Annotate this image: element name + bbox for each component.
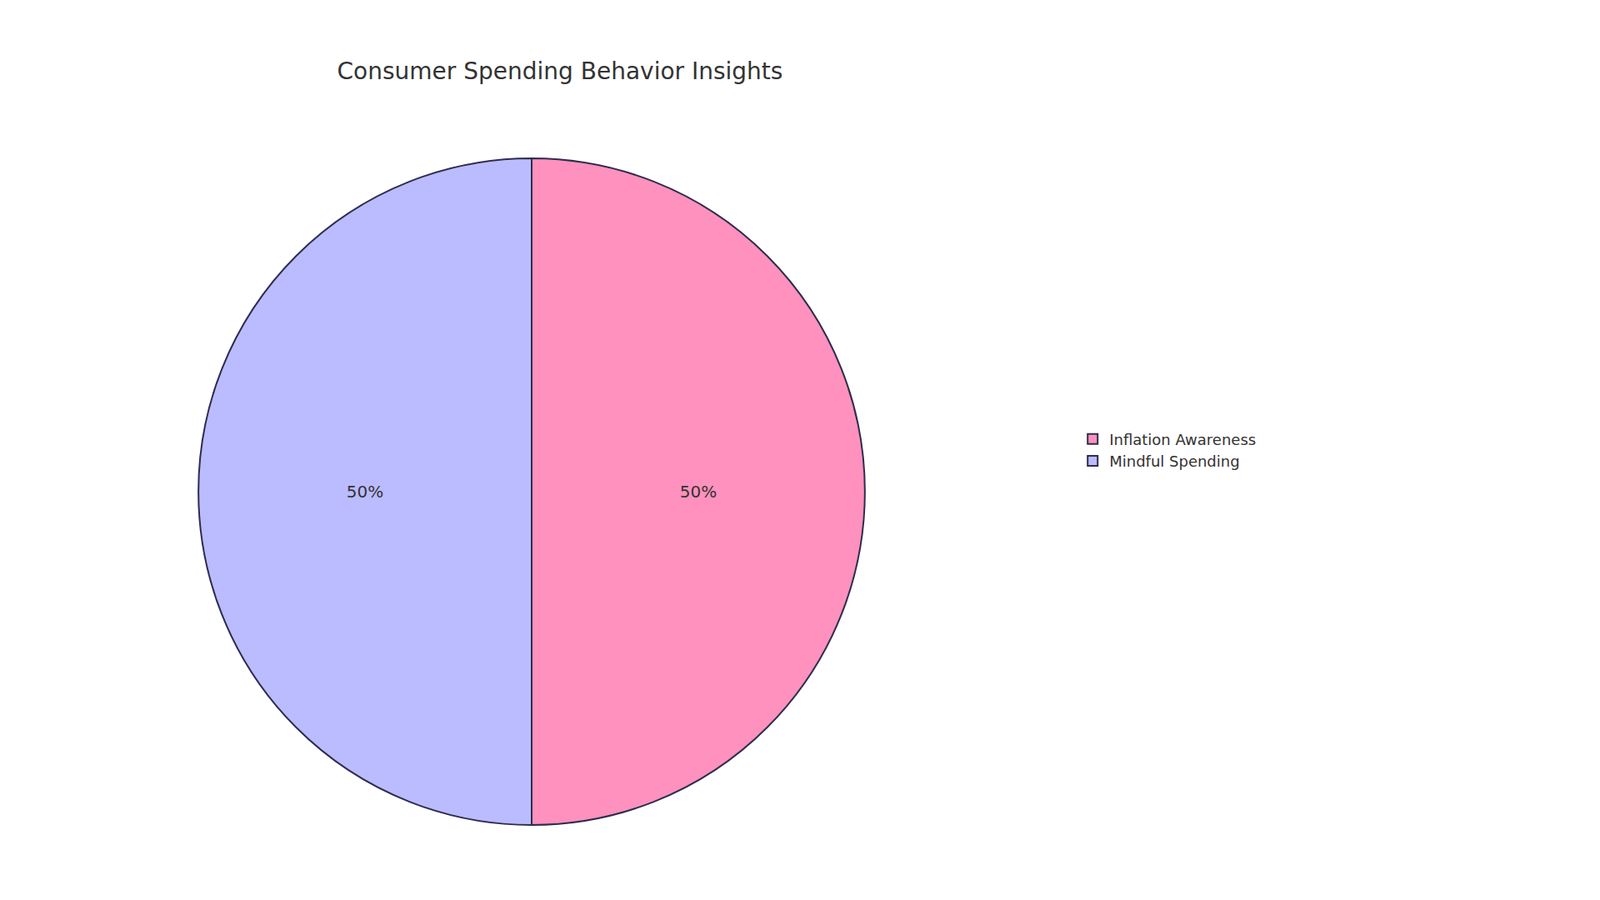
svg-text:Consumer Spending Behavior Ins: Consumer Spending Behavior Insights <box>337 57 784 85</box>
svg-text:50%: 50% <box>680 481 717 502</box>
svg-text:Mindful Spending: Mindful Spending <box>1109 452 1240 470</box>
svg-text:50%: 50% <box>346 481 384 502</box>
svg-text:Inflation Awareness: Inflation Awareness <box>1109 430 1256 449</box>
